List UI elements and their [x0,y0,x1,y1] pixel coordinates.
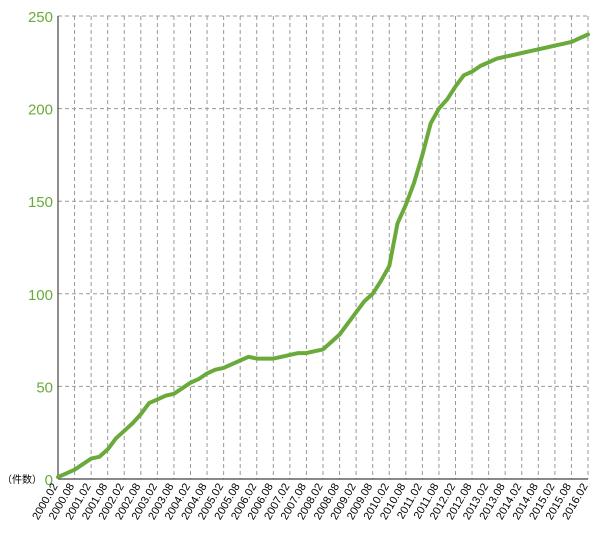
y-tick-label: 100 [28,287,53,304]
y-tick-label: 200 [28,102,53,119]
series-line [56,32,590,480]
y-tick-label: 250 [28,9,53,26]
y-tick-label: 150 [28,194,53,211]
y-tick-label: 50 [36,379,53,396]
y-tick-label: 0 [45,472,53,489]
y-axis-ticks: 0 50 100 150 200 250 [28,9,53,489]
x-axis-ticks: 2000.022000.082001.022001.082002.022002.… [30,482,590,522]
grid [58,15,589,479]
unit-label: （件数） [2,473,42,486]
